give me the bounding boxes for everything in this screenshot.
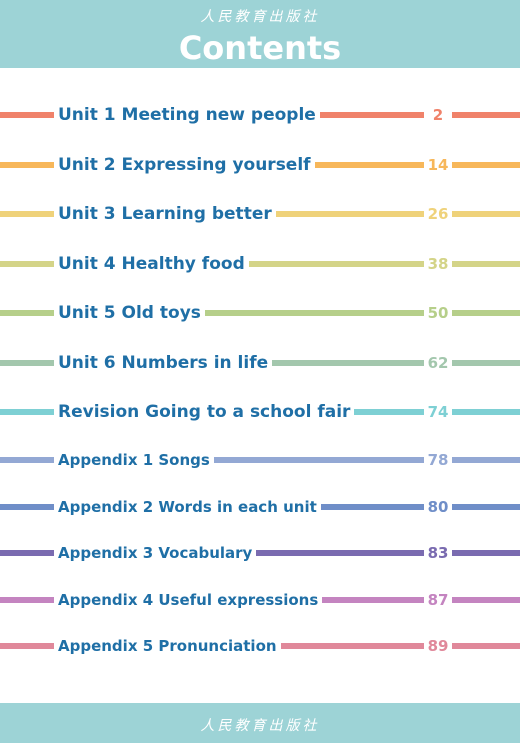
color-bar-right — [452, 457, 520, 463]
footer-banner: 人民教育出版社 — [0, 703, 520, 743]
color-bar-middle — [320, 112, 424, 118]
toc-entry-appendix-4[interactable]: Appendix 4 Useful expressions 87 — [0, 589, 520, 611]
color-bar-left — [0, 162, 54, 168]
color-bar-middle — [354, 409, 424, 415]
color-bar-left — [0, 457, 54, 463]
toc-entry-appendix-1[interactable]: Appendix 1 Songs 78 — [0, 449, 520, 471]
color-bar-middle — [272, 360, 424, 366]
toc-label: Unit 1 Meeting new people — [58, 104, 320, 126]
color-bar-middle — [249, 261, 424, 267]
color-bar-right — [452, 643, 520, 649]
color-bar-left — [0, 409, 54, 415]
page-title: Contents — [178, 29, 342, 67]
toc-entry-unit-6[interactable]: Unit 6 Numbers in life 62 — [0, 352, 520, 374]
toc-entry-revision[interactable]: Revision Going to a school fair 74 — [0, 401, 520, 423]
publisher-logo: 人民教育出版社 — [200, 9, 320, 25]
toc-label: Appendix 4 Useful expressions — [58, 589, 323, 611]
toc-label: Appendix 1 Songs — [58, 449, 214, 471]
toc-page-number: 83 — [424, 542, 452, 564]
toc-page-number: 74 — [424, 401, 452, 423]
color-bar-middle — [276, 211, 424, 217]
toc-entry-appendix-2[interactable]: Appendix 2 Words in each unit 80 — [0, 496, 520, 518]
toc-page-number: 87 — [424, 589, 452, 611]
toc-label: Unit 4 Healthy food — [58, 253, 249, 275]
toc-entry-unit-5[interactable]: Unit 5 Old toys 50 — [0, 302, 520, 324]
color-bar-left — [0, 550, 54, 556]
toc-page-number: 80 — [424, 496, 452, 518]
toc-label: Appendix 2 Words in each unit — [58, 496, 321, 518]
color-bar-right — [452, 360, 520, 366]
toc-label: Unit 2 Expressing yourself — [58, 154, 315, 176]
toc-label: Appendix 3 Vocabulary — [58, 542, 257, 564]
toc-page-number: 38 — [424, 253, 452, 275]
toc-page-number: 62 — [424, 352, 452, 374]
toc-page-number: 2 — [424, 104, 452, 126]
toc-page-number: 14 — [424, 154, 452, 176]
color-bar-left — [0, 360, 54, 366]
color-bar-middle — [214, 457, 424, 463]
toc-page-number: 78 — [424, 449, 452, 471]
toc-label: Appendix 5 Pronunciation — [58, 635, 281, 657]
toc-page-number: 89 — [424, 635, 452, 657]
color-bar-middle — [205, 310, 424, 316]
color-bar-right — [452, 310, 520, 316]
toc-entry-appendix-3[interactable]: Appendix 3 Vocabulary 83 — [0, 542, 520, 564]
toc-page-number: 50 — [424, 302, 452, 324]
color-bar-middle — [281, 643, 424, 649]
toc-label: Unit 3 Learning better — [58, 203, 276, 225]
color-bar-right — [452, 261, 520, 267]
color-bar-middle — [322, 597, 424, 603]
color-bar-left — [0, 643, 54, 649]
color-bar-right — [452, 112, 520, 118]
toc-entry-unit-2[interactable]: Unit 2 Expressing yourself 14 — [0, 154, 520, 176]
toc-entry-appendix-5[interactable]: Appendix 5 Pronunciation 89 — [0, 635, 520, 657]
header-banner: 人民教育出版社 Contents — [0, 0, 520, 68]
color-bar-middle — [256, 550, 424, 556]
toc-label: Unit 5 Old toys — [58, 302, 205, 324]
toc-entry-unit-1[interactable]: Unit 1 Meeting new people 2 — [0, 104, 520, 126]
color-bar-right — [452, 597, 520, 603]
color-bar-left — [0, 504, 54, 510]
color-bar-right — [452, 162, 520, 168]
color-bar-left — [0, 597, 54, 603]
color-bar-left — [0, 261, 54, 267]
color-bar-right — [452, 409, 520, 415]
color-bar-right — [452, 504, 520, 510]
toc-entry-unit-4[interactable]: Unit 4 Healthy food 38 — [0, 253, 520, 275]
toc-entry-unit-3[interactable]: Unit 3 Learning better 26 — [0, 203, 520, 225]
color-bar-middle — [315, 162, 424, 168]
toc-label: Revision Going to a school fair — [58, 401, 355, 423]
color-bar-right — [452, 550, 520, 556]
color-bar-middle — [321, 504, 424, 510]
color-bar-left — [0, 310, 54, 316]
publisher-logo: 人民教育出版社 — [200, 718, 320, 734]
color-bar-left — [0, 211, 54, 217]
color-bar-right — [452, 211, 520, 217]
toc-page-number: 26 — [424, 203, 452, 225]
toc-label: Unit 6 Numbers in life — [58, 352, 273, 374]
color-bar-left — [0, 112, 54, 118]
